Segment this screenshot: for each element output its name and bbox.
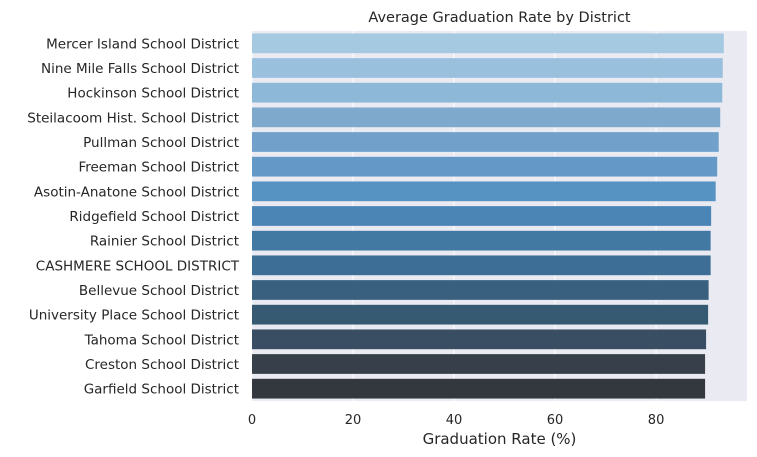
y-tick-label: Steilacoom Hist. School District [27,110,239,126]
bar [252,304,709,325]
y-tick-label: Asotin-Anatone School District [34,184,239,200]
y-tick-label: Freeman School District [78,160,239,176]
bar [252,58,723,78]
bar [252,329,707,350]
x-tick-label: 40 [446,413,463,428]
bar [252,33,724,54]
bar [252,82,723,103]
y-tick-label: Tahoma School District [84,332,239,348]
y-tick-label: Rainier School District [90,234,239,250]
y-tick-labels: Mercer Island School District Nine Mile F… [27,36,239,397]
x-tick-labels: 0 20 40 60 80 [248,413,664,428]
y-tick-label: University Place School District [29,308,239,324]
y-tick-label: Garfield School District [84,382,239,398]
y-tick-label: CASHMERE SCHOOL DISTRICT [36,258,240,274]
y-tick-label: Creston School District [85,357,239,373]
bar [252,107,721,128]
x-tick-label: 0 [248,413,256,428]
bar [252,181,716,202]
bar [252,354,706,374]
x-tick-label: 60 [547,413,564,428]
bar [252,378,706,399]
bar [252,156,718,177]
bar [252,132,719,152]
x-tick-label: 20 [345,413,362,428]
x-tick-label: 80 [648,413,665,428]
bar [252,206,712,226]
y-tick-label: Mercer Island School District [46,36,239,52]
y-tick-label: Nine Mile Falls School District [41,61,239,77]
y-tick-label: Bellevue School District [79,283,239,299]
bars [252,33,724,399]
chart-title: Average Graduation Rate by District [368,10,631,26]
y-tick-label: Ridgefield School District [69,209,239,225]
bar [252,280,709,300]
x-axis-label: Graduation Rate (%) [423,430,577,448]
bar [252,230,711,251]
y-tick-label: Hockinson School District [67,86,239,102]
bar [252,255,711,276]
y-tick-label: Pullman School District [83,135,239,151]
